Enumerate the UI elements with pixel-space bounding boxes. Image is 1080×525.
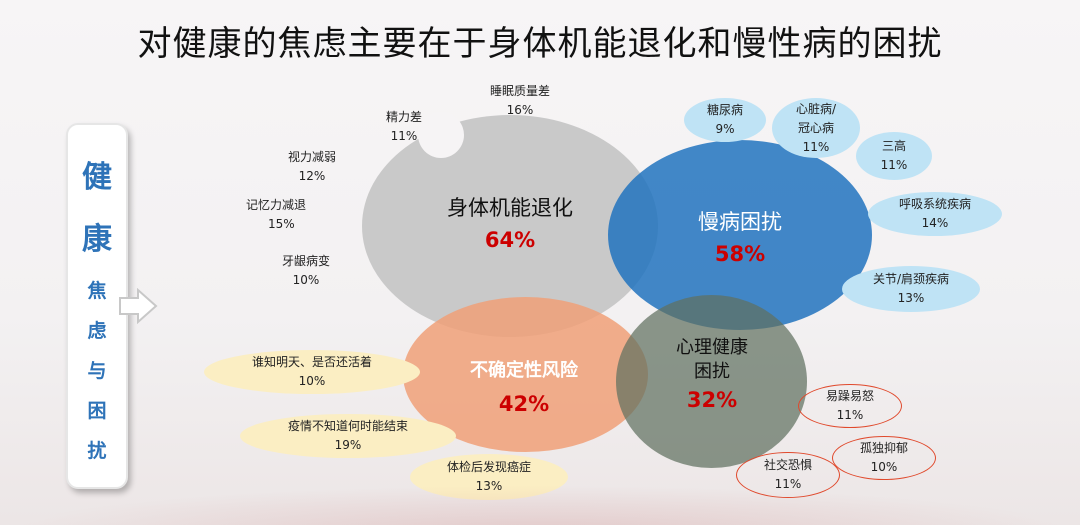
side-char: 扰	[87, 440, 107, 462]
page-title: 对健康的焦虑主要在于身体机能退化和慢性病的困扰	[137, 24, 943, 64]
circle-pct: 42%	[498, 392, 550, 416]
circle-name: 身体机能退化	[447, 196, 573, 220]
mental-item-bubble: 社交恐惧 11%	[736, 452, 840, 498]
circle-pct: 58%	[714, 242, 766, 266]
chronic-item-bubble: 三高 11%	[856, 132, 932, 180]
uncertainty-risk-label: 不确定性风险 42%	[444, 356, 604, 416]
uncertainty-item-bubble: 体检后发现癌症 13%	[410, 454, 568, 500]
uncertainty-item-bubble: 疫情不知道何时能结束 19%	[240, 414, 456, 458]
chronic-item-bubble: 心脏病/ 冠心病 11%	[772, 98, 860, 158]
circle-notch	[418, 112, 464, 158]
circle-name: 慢病困扰	[698, 210, 782, 234]
physical-item: 精力差 11%	[385, 110, 422, 143]
physical-item: 牙龈病变 10%	[281, 254, 330, 287]
circle-pct: 64%	[484, 228, 536, 252]
side-label-panel: 健 康 焦 虑 与 困 扰	[66, 123, 128, 489]
physical-item: 睡眠质量差 16%	[489, 84, 550, 117]
side-char: 虑	[87, 320, 107, 342]
chronic-disease-label: 慢病困扰 58%	[660, 206, 820, 266]
side-char: 焦	[87, 280, 107, 302]
side-char: 与	[87, 360, 107, 382]
circle-name: 不确定性风险	[470, 360, 578, 381]
arrow-right-icon	[119, 288, 158, 324]
chronic-item-bubble: 糖尿病 9%	[684, 98, 766, 142]
circle-name: 困扰	[694, 361, 730, 382]
physical-decline-label: 身体机能退化 64%	[420, 192, 600, 252]
side-char: 康	[82, 222, 112, 257]
uncertainty-item-bubble: 谁知明天、是否还活着 10%	[204, 350, 420, 394]
chronic-item-bubble: 关节/肩颈疾病 13%	[842, 266, 980, 312]
mental-item-bubble: 易躁易怒 11%	[798, 384, 902, 428]
circle-name: 心理健康	[676, 337, 748, 358]
circle-pct: 32%	[686, 388, 738, 412]
decorative-glow	[0, 485, 1080, 525]
mental-health-label: 心理健康 困扰 32%	[652, 336, 772, 412]
side-char: 健	[82, 160, 112, 195]
physical-item: 视力减弱 12%	[287, 150, 336, 183]
physical-item: 记忆力减退 15%	[246, 198, 307, 231]
chronic-item-bubble: 呼吸系统疾病 14%	[868, 192, 1002, 236]
mental-item-bubble: 孤独抑郁 10%	[832, 436, 936, 480]
side-char: 困	[87, 400, 107, 422]
mental-health-circle	[616, 295, 807, 468]
